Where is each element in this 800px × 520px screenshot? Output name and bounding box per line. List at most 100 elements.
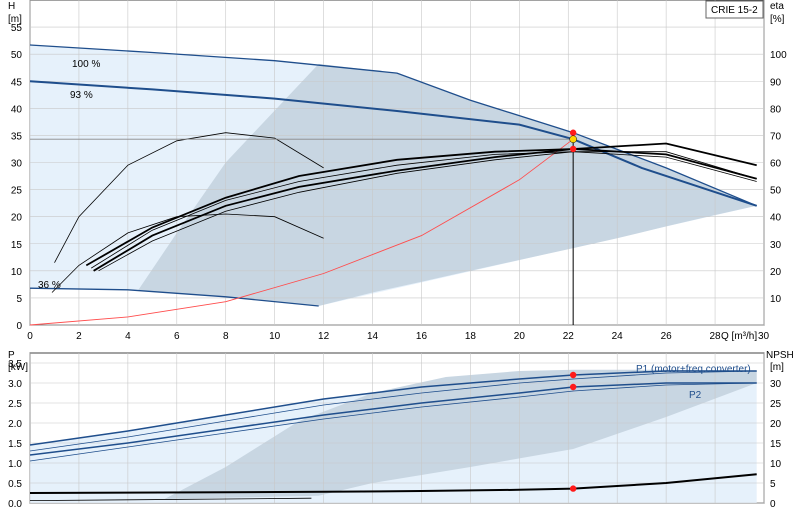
- npsh-tick-label: 5: [770, 479, 776, 490]
- power-axis-unit: [kW]: [8, 362, 28, 373]
- efficiency-curve: [51, 213, 324, 293]
- bottom-operating-point: [569, 371, 577, 379]
- dark-operating-region: [137, 63, 757, 307]
- power-tick-label: 1.5: [8, 439, 22, 450]
- system-curve: [29, 138, 574, 326]
- eta-tick-label: 20: [770, 267, 782, 278]
- head-axis-symbol: H: [8, 1, 15, 12]
- head-curve-36: [29, 287, 319, 307]
- eta-tick-label: 30: [770, 240, 782, 251]
- eta-tick-label: 60: [770, 159, 782, 170]
- q-tick-label: 26: [661, 331, 673, 342]
- eta-tick-label: 50: [770, 186, 782, 197]
- eta-tick-label: 10: [770, 294, 782, 305]
- head-tick-label: 30: [11, 159, 23, 170]
- head-tick-label: 55: [11, 23, 23, 34]
- head-tick-label: 45: [11, 77, 23, 88]
- head-tick-label: 10: [11, 267, 23, 278]
- eta-tick-label: 40: [770, 213, 782, 224]
- power-axis-symbol: P: [8, 350, 15, 361]
- eta-tick-label: 100: [770, 50, 787, 61]
- npsh-tick-label: 20: [770, 419, 782, 430]
- q-tick-label: 4: [125, 331, 131, 342]
- eta-axis-unit: [%]: [770, 14, 785, 25]
- npsh-tick-label: 0: [770, 499, 776, 510]
- curve-label-36: 36 %: [38, 280, 61, 291]
- eta-tick-label: 90: [770, 77, 782, 88]
- top-curves: [29, 44, 758, 326]
- p1-series-label: P1 (motor+freq.converter): [636, 364, 751, 375]
- q-tick-label: 20: [514, 331, 526, 342]
- q-tick-label: 30: [758, 331, 770, 342]
- efficiency-curve: [90, 151, 757, 269]
- q-tick-label: 10: [269, 331, 281, 342]
- curve-label-93: 93 %: [70, 90, 93, 101]
- dark-power-region: [164, 369, 757, 499]
- npsh-curve: [29, 473, 757, 494]
- q-tick-label: 0: [27, 331, 33, 342]
- top-tick-labels: 0 2 4 6 8 10 12 14 16 18 20 22 24 26 28 300510152025303…: [11, 23, 787, 342]
- q-tick-label: 6: [174, 331, 180, 342]
- model-label: CRIE 15-2: [711, 5, 758, 16]
- npsh-axis-unit: [m]: [770, 362, 784, 373]
- bottom-tick-labels: 0.0 0.5 1.0 1.5 2.0 2.5 3.0 3.5 0 5 10 15 20 25 30: [8, 359, 781, 510]
- npsh-tick-label: 15: [770, 439, 782, 450]
- bottom-curves: [29, 370, 757, 501]
- p1-curve: [29, 370, 757, 446]
- q-tick-label: 16: [416, 331, 428, 342]
- head-tick-label: 0: [16, 321, 22, 332]
- head-tick-label: 15: [11, 240, 23, 251]
- eta-tick-label: 70: [770, 131, 782, 142]
- power-tick-label: 2.0: [8, 419, 22, 430]
- head-curve-100: [29, 44, 757, 207]
- power-tick-label: 3.0: [8, 379, 22, 390]
- npsh-tick-label: 25: [770, 399, 782, 410]
- power-curve: [29, 497, 312, 501]
- q-tick-label: 2: [76, 331, 82, 342]
- head-curve-93: [29, 80, 758, 207]
- power-tick-label: 0.5: [8, 479, 22, 490]
- power-tick-label: 2.5: [8, 399, 22, 410]
- bottom-operating-point: [569, 383, 577, 391]
- q-tick-label: 22: [563, 331, 575, 342]
- p2-series-label: P2: [689, 390, 702, 401]
- operating-point-marker: [569, 145, 577, 153]
- operating-point-marker: [569, 135, 577, 143]
- top-operating-points: [569, 129, 577, 153]
- power-curve: [29, 382, 757, 462]
- npsh-tick-label: 30: [770, 379, 782, 390]
- q-axis-label: Q [m³/h]: [721, 331, 757, 342]
- npsh-tick-label: 10: [770, 459, 782, 470]
- head-axis-unit: [m]: [8, 14, 22, 25]
- p2-curve: [29, 382, 757, 456]
- efficiency-curve: [93, 142, 757, 272]
- head-tick-label: 40: [11, 104, 23, 115]
- efficiency-curve: [85, 148, 757, 267]
- power-tick-label: 0.0: [8, 499, 22, 510]
- power-tick-label: 3.5: [8, 359, 22, 370]
- head-efficiency-panel: 0 2 4 6 8 10 12 14 16 18 20 22 24 26 28 300510152025303…: [8, 0, 787, 342]
- head-tick-label: 50: [11, 50, 23, 61]
- curve-label-100: 100 %: [72, 59, 100, 70]
- head-tick-label: 20: [11, 213, 23, 224]
- npsh-axis-symbol: NPSH: [766, 350, 794, 361]
- model-label-box: [705, 0, 764, 19]
- q-tick-label: 24: [612, 331, 624, 342]
- q-tick-label: 8: [223, 331, 229, 342]
- efficiency-curve: [98, 151, 757, 272]
- q-tick-label: 14: [367, 331, 379, 342]
- eta-tick-label: 80: [770, 104, 782, 115]
- head-tick-label: 35: [11, 131, 23, 142]
- q-tick-label: 28: [710, 331, 722, 342]
- bottom-operating-point: [569, 485, 577, 492]
- q-tick-label: 18: [465, 331, 477, 342]
- top-grid: [29, 0, 765, 326]
- q-tick-label: 12: [318, 331, 330, 342]
- power-npsh-panel: 0.0 0.5 1.0 1.5 2.0 2.5 3.0 3.5 0 5 10 15 20 25 30 P […: [8, 350, 794, 510]
- head-tick-label: 5: [16, 294, 22, 305]
- operating-point-marker: [569, 129, 577, 136]
- power-tick-label: 1.0: [8, 459, 22, 470]
- head-tick-label: 25: [11, 186, 23, 197]
- power-curve: [29, 370, 757, 452]
